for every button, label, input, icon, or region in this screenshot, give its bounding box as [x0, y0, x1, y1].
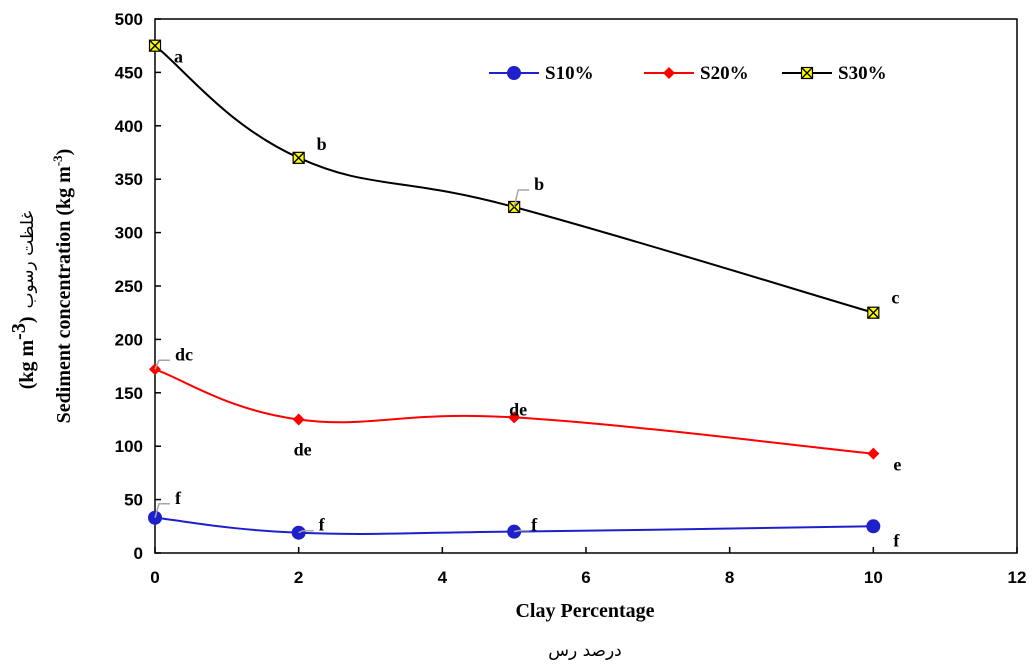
y-tick-label: 100	[115, 437, 143, 456]
y-tick-label: 150	[115, 384, 143, 403]
y-tick-label: 200	[115, 330, 143, 349]
x-tick-label: 0	[150, 568, 159, 587]
point-label: a	[174, 47, 183, 67]
point-label: de	[294, 440, 312, 460]
y-tick-label: 0	[134, 544, 143, 563]
y-tick-label: 50	[124, 491, 143, 510]
leader-line	[513, 189, 530, 208]
x-tick-label: 12	[1008, 568, 1027, 587]
x-tick-label: 8	[725, 568, 734, 587]
point-label: f	[319, 515, 326, 535]
marker-cross	[149, 39, 161, 52]
point-label: dc	[175, 344, 193, 364]
y-axis-title: Sediment concentration (kg m-3)	[50, 149, 75, 424]
legend-entry: S30%	[838, 63, 887, 84]
data-point	[292, 413, 305, 426]
marker-cross	[292, 151, 305, 164]
data-point	[867, 306, 880, 319]
point-label: c	[891, 288, 899, 308]
data-point	[148, 39, 162, 52]
leader-line	[154, 359, 170, 370]
point-label: f	[531, 515, 538, 535]
point-label: e	[893, 455, 901, 475]
point-labels: f f f f dc de de e a b b c	[154, 47, 901, 550]
y-tick-label: 300	[115, 224, 143, 243]
y-tick-label: 250	[115, 277, 143, 296]
data-point	[508, 411, 521, 424]
point-label: b	[317, 134, 327, 154]
point-label: f	[175, 488, 182, 508]
x-axis-title: Clay Percentage	[515, 600, 654, 622]
x-tick-label: 4	[438, 568, 448, 587]
legend-entry: S10%	[545, 63, 594, 84]
series-layer	[148, 39, 881, 540]
data-point	[866, 519, 881, 534]
leader-line	[154, 503, 170, 518]
series-line-S20%	[154, 368, 874, 455]
point-label: f	[893, 530, 900, 550]
x-tick-label: 10	[864, 568, 883, 587]
x-axis-title-fa: درصد رس	[548, 641, 622, 661]
legend-marker	[663, 67, 675, 79]
plot-axes: 0 50 100 150 200 250 300 350 400 450 500 0 2 4 6 8 10 12	[115, 10, 1027, 587]
point-label: b	[534, 174, 544, 194]
marker-cross	[867, 306, 880, 319]
marker-cross	[801, 67, 813, 79]
y-tick-label: 400	[115, 117, 143, 136]
point-label: de	[509, 399, 527, 419]
legend: S10% S20% S30%	[489, 63, 887, 84]
legend-marker	[507, 66, 521, 80]
x-tick-label: 2	[294, 568, 303, 587]
x-tick-label: 6	[581, 568, 590, 587]
y-axis-title-fa: (kg m-3)غلظت رسوب	[8, 211, 38, 390]
y-tick-label: 500	[115, 10, 143, 29]
legend-marker	[800, 66, 814, 80]
series-line-S30%	[154, 44, 874, 314]
y-tick-label: 350	[115, 170, 143, 189]
data-point	[867, 447, 880, 460]
legend-entry: S20%	[700, 63, 749, 84]
y-tick-label: 450	[115, 63, 143, 82]
plot-frame	[154, 18, 1018, 554]
data-point	[292, 151, 305, 164]
leader-line	[513, 529, 530, 533]
leader-line	[298, 529, 314, 534]
series-line-S10%	[154, 516, 874, 535]
